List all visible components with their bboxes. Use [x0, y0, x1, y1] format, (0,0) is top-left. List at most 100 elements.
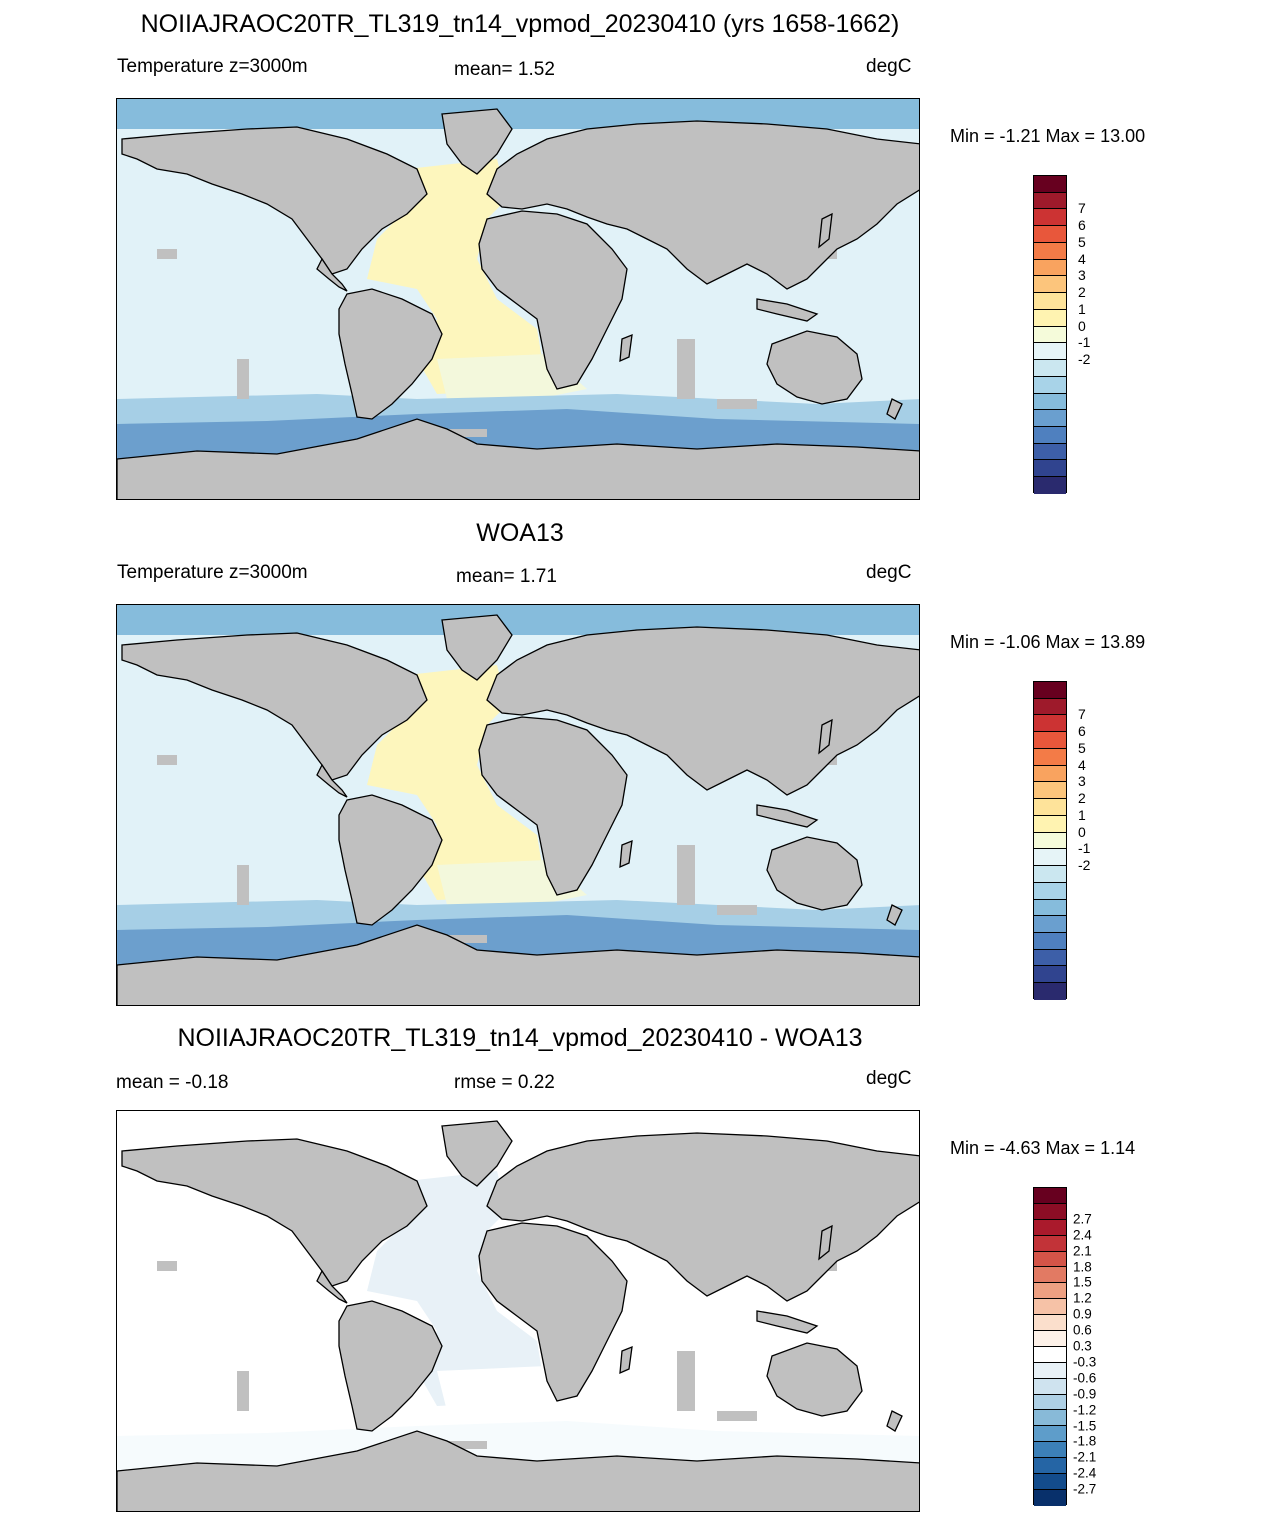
coastline [818, 212, 833, 249]
colorbar-swatch [1034, 309, 1066, 327]
arctic-ocean-fill [117, 605, 919, 635]
colorbar-tick-label: 6 [1078, 217, 1086, 234]
colorbar-swatch [1034, 849, 1066, 867]
coastline [316, 763, 348, 798]
colorbar-swatch [1034, 393, 1066, 411]
colorbar-swatch [1034, 360, 1066, 377]
colorbar-tick-label: -2.7 [1073, 1481, 1097, 1497]
land-mask [442, 615, 512, 680]
colorbar-swatch [1034, 1474, 1066, 1490]
land-mask [317, 765, 347, 797]
rmse-label: rmse = 0.22 [454, 1072, 555, 1093]
land-mask [479, 1223, 627, 1401]
min-max-label: Min = -1.21 Max = 13.00 [950, 126, 1146, 146]
colorbar-tick-label: -1.8 [1073, 1433, 1097, 1449]
colorbar-swatch [1034, 242, 1066, 260]
land-mask [122, 633, 427, 780]
colorbar-swatch [1034, 1188, 1066, 1204]
atlantic-warm-water [367, 1171, 547, 1406]
land-mask [317, 259, 347, 291]
colorbar-swatch [1034, 226, 1066, 243]
no-data-patch [717, 1411, 757, 1421]
land-mask [479, 717, 627, 895]
land-mask [117, 419, 919, 499]
coastline [117, 924, 919, 1005]
colorbar-swatch [1034, 443, 1066, 461]
colorbar-swatch [1034, 916, 1066, 934]
colorbar-swatch [1034, 765, 1066, 783]
map-obs [116, 604, 920, 1006]
colorbar-swatch [1034, 815, 1066, 833]
colorbar-tick-label: 1.5 [1073, 1274, 1092, 1290]
land-mask [487, 1133, 919, 1301]
land-mask [757, 299, 817, 321]
colorbar-swatch [1034, 1346, 1066, 1363]
colorbar-swatch [1034, 1394, 1066, 1411]
land-mask [487, 121, 919, 289]
land-mask [122, 127, 427, 274]
colorbar-swatch [1034, 1426, 1066, 1443]
colorbar-swatch [1034, 427, 1066, 444]
coastline [886, 1410, 903, 1432]
colorbar-temperature [1033, 175, 1067, 494]
colorbar-tick-label: -0.3 [1073, 1354, 1097, 1370]
coastline [486, 626, 919, 796]
colorbar-swatch [1034, 732, 1066, 749]
colorbar-tick-label: 7 [1078, 706, 1086, 723]
land-mask [117, 925, 919, 1005]
colorbar-tick-label: 6 [1078, 723, 1086, 740]
colorbar-tick-label: -2 [1078, 857, 1091, 874]
colorbar-swatch [1034, 376, 1066, 394]
colorbar-swatch [1034, 832, 1066, 850]
colorbar-swatch [1034, 715, 1066, 733]
field-label: Temperature z=3000m [117, 56, 308, 77]
no-data-patch [237, 865, 249, 905]
no-data-patch [677, 339, 695, 399]
colorbar-tick-label: 0.3 [1073, 1338, 1092, 1354]
colorbar-tick-label: -2.1 [1073, 1449, 1097, 1465]
coastline [619, 839, 633, 869]
coastline [886, 904, 903, 926]
land-mask [122, 1139, 427, 1286]
colorbar-swatch [1034, 326, 1066, 344]
colorbar-tick-label: -0.6 [1073, 1370, 1097, 1386]
min-max-label: Min = -1.06 Max = 13.89 [950, 632, 1146, 652]
no-data-patch [157, 249, 177, 259]
colorbar-tick-label: 2.1 [1073, 1243, 1092, 1259]
colorbar-swatch [1034, 933, 1066, 950]
colorbar-tick-label: -0.9 [1073, 1386, 1097, 1402]
colorbar-swatch [1034, 799, 1066, 816]
coastline [121, 1138, 428, 1287]
colorbar-tick-label: -1.2 [1073, 1402, 1097, 1418]
no-data-patch [237, 1371, 249, 1411]
panel-title: WOA13 [476, 519, 564, 547]
colorbar-tick-label: 3 [1078, 267, 1086, 284]
land-mask [339, 795, 442, 925]
colorbar-tick-label: -2.4 [1073, 1465, 1097, 1481]
land-mask [757, 805, 817, 827]
land-mask [487, 627, 919, 795]
colorbar-tick-label: 5 [1078, 739, 1086, 756]
land-mask [479, 211, 627, 389]
coastline [117, 418, 919, 499]
land-mask [442, 1121, 512, 1186]
colorbar-swatch [1034, 1283, 1066, 1300]
coastline [478, 716, 628, 896]
colorbar-swatch [1034, 1251, 1066, 1268]
colorbar-swatch [1034, 866, 1066, 883]
colorbar-swatch [1034, 1219, 1066, 1236]
coastline [441, 108, 513, 175]
coastline [619, 333, 633, 363]
arctic-ocean-fill [117, 1111, 919, 1141]
coastline [338, 1300, 443, 1432]
coastline [338, 794, 443, 926]
colorbar-swatch [1034, 1267, 1066, 1284]
colorbar-swatch [1034, 1315, 1066, 1332]
colorbar-tick-label: 3 [1078, 773, 1086, 790]
arctic-ocean-fill [117, 99, 919, 129]
colorbar-swatch [1034, 899, 1066, 917]
colorbar-swatch [1034, 343, 1066, 361]
land-mask [757, 1311, 817, 1333]
colorbar-swatch [1034, 1203, 1066, 1220]
no-data-patch [237, 359, 249, 399]
